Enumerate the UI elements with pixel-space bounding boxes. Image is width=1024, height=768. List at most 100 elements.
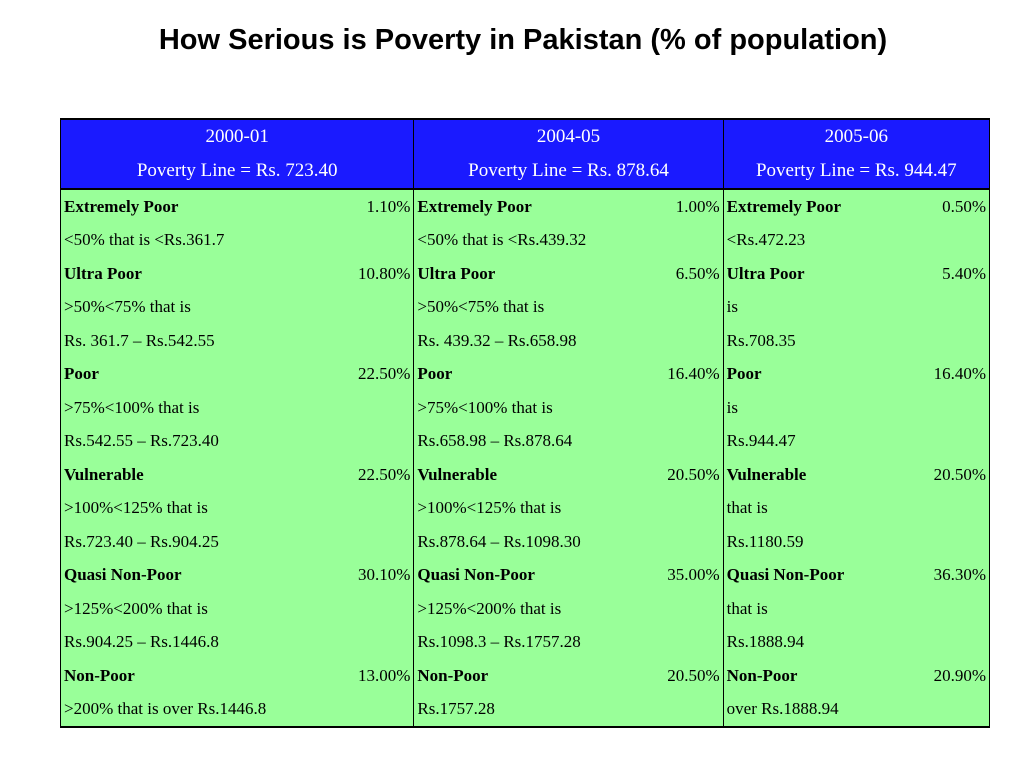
category-label: Vulnerable (413, 458, 646, 492)
range-label: <50% that is <Rs.361.7 (60, 223, 337, 257)
range-label: >50%<75% that is (413, 290, 646, 324)
category-percent: 16.40% (645, 357, 724, 391)
category-label: Extremely Poor (413, 189, 646, 224)
range-label: over Rs.1888.94 (723, 692, 904, 727)
range-label: Rs.658.98 – Rs.878.64 (413, 424, 646, 458)
category-percent: 35.00% (645, 558, 724, 592)
category-percent: 20.50% (903, 458, 990, 492)
empty-percent-cell (903, 491, 990, 525)
range-label: >50%<75% that is (60, 290, 337, 324)
empty-percent-cell (903, 424, 990, 458)
category-percent: 0.50% (903, 189, 990, 224)
poverty-table: 2000-01 2004-05 2005-06 Poverty Line = R… (59, 118, 991, 728)
empty-percent-cell (903, 391, 990, 425)
table-row: Non-Poor 13.00% Non-Poor 20.50% Non-Poor 20.9… (60, 659, 990, 693)
table-row: Rs.904.25 – Rs.1446.8 Rs.1098.3 – Rs.1757… (60, 625, 990, 659)
empty-percent-cell (645, 223, 724, 257)
range-label: Rs.723.40 – Rs.904.25 (60, 525, 337, 559)
empty-percent-cell (645, 324, 724, 358)
category-percent: 20.90% (903, 659, 990, 693)
table-row: <50% that is <Rs.361.7 <50% that is <Rs.4… (60, 223, 990, 257)
empty-percent-cell (645, 424, 724, 458)
range-label: Rs.1757.28 (413, 692, 646, 727)
empty-percent-cell (336, 391, 415, 425)
empty-percent-cell (903, 525, 990, 559)
empty-percent-cell (336, 692, 415, 727)
range-label: Rs. 439.32 – Rs.658.98 (413, 324, 646, 358)
empty-percent-cell (336, 290, 415, 324)
empty-percent-cell (336, 223, 415, 257)
range-label: Rs.1098.3 – Rs.1757.28 (413, 625, 646, 659)
range-label: that is (723, 592, 904, 626)
empty-percent-cell (645, 391, 724, 425)
category-label: Vulnerable (60, 458, 337, 492)
empty-percent-cell (645, 692, 724, 727)
header-poverty-line-2004-05: Poverty Line = Rs. 878.64 (413, 153, 724, 190)
empty-percent-cell (645, 290, 724, 324)
table-row: >50%<75% that is >50%<75% that is is (60, 290, 990, 324)
empty-percent-cell (903, 592, 990, 626)
category-label: Poor (60, 357, 337, 391)
range-label: <50% that is <Rs.439.32 (413, 223, 646, 257)
empty-percent-cell (336, 592, 415, 626)
category-label: Vulnerable (723, 458, 904, 492)
category-percent: 16.40% (903, 357, 990, 391)
table-row: Poor 22.50% Poor 16.40% Poor 16.40% (60, 357, 990, 391)
range-label: <Rs.472.23 (723, 223, 904, 257)
category-label: Ultra Poor (723, 257, 904, 291)
empty-percent-cell (903, 324, 990, 358)
empty-percent-cell (903, 625, 990, 659)
range-label: Rs.1180.59 (723, 525, 904, 559)
range-label: Rs.944.47 (723, 424, 904, 458)
empty-percent-cell (903, 223, 990, 257)
category-label: Quasi Non-Poor (60, 558, 337, 592)
category-label: Non-Poor (60, 659, 337, 693)
empty-percent-cell (645, 625, 724, 659)
category-label: Poor (723, 357, 904, 391)
category-percent: 22.50% (336, 458, 415, 492)
empty-percent-cell (903, 290, 990, 324)
category-percent: 20.50% (645, 458, 724, 492)
category-percent: 13.00% (336, 659, 415, 693)
category-label: Quasi Non-Poor (413, 558, 646, 592)
table-row: Ultra Poor 10.80% Ultra Poor 6.50% Ultra Poo… (60, 257, 990, 291)
range-label: >125%<200% that is (413, 592, 646, 626)
empty-percent-cell (336, 324, 415, 358)
table-row: >100%<125% that is >100%<125% that is that… (60, 491, 990, 525)
range-label: Rs.708.35 (723, 324, 904, 358)
category-label: Ultra Poor (413, 257, 646, 291)
table-row: >125%<200% that is >125%<200% that is that… (60, 592, 990, 626)
category-percent: 20.50% (645, 659, 724, 693)
category-label: Non-Poor (723, 659, 904, 693)
range-label: is (723, 290, 904, 324)
range-label: >75%<100% that is (60, 391, 337, 425)
header-year-2000-01: 2000-01 (59, 118, 415, 153)
category-label: Quasi Non-Poor (723, 558, 904, 592)
empty-percent-cell (645, 491, 724, 525)
category-percent: 30.10% (336, 558, 415, 592)
category-percent: 5.40% (903, 257, 990, 291)
empty-percent-cell (336, 424, 415, 458)
header-row-years: 2000-01 2004-05 2005-06 (59, 118, 991, 153)
table-row: Extremely Poor 1.10% Extremely Poor 1.00% Ex… (60, 189, 990, 224)
range-label: that is (723, 491, 904, 525)
category-percent: 22.50% (336, 357, 415, 391)
header-poverty-line-2005-06: Poverty Line = Rs. 944.47 (722, 153, 991, 190)
category-percent: 1.10% (336, 189, 415, 224)
range-label: Rs.904.25 – Rs.1446.8 (60, 625, 337, 659)
header-poverty-line-2000-01: Poverty Line = Rs. 723.40 (59, 153, 415, 190)
category-label: Extremely Poor (60, 189, 337, 224)
range-label: >100%<125% that is (413, 491, 646, 525)
category-percent: 36.30% (903, 558, 990, 592)
empty-percent-cell (336, 491, 415, 525)
category-label: Extremely Poor (723, 189, 904, 224)
range-label: Rs.1888.94 (723, 625, 904, 659)
empty-percent-cell (645, 592, 724, 626)
empty-percent-cell (336, 525, 415, 559)
table-row: Rs.723.40 – Rs.904.25 Rs.878.64 – Rs.1098… (60, 525, 990, 559)
empty-percent-cell (645, 525, 724, 559)
table-row: >200% that is over Rs.1446.8 Rs.1757.28 ov… (60, 692, 990, 727)
category-percent: 1.00% (645, 189, 724, 224)
range-label: Rs. 361.7 – Rs.542.55 (60, 324, 337, 358)
